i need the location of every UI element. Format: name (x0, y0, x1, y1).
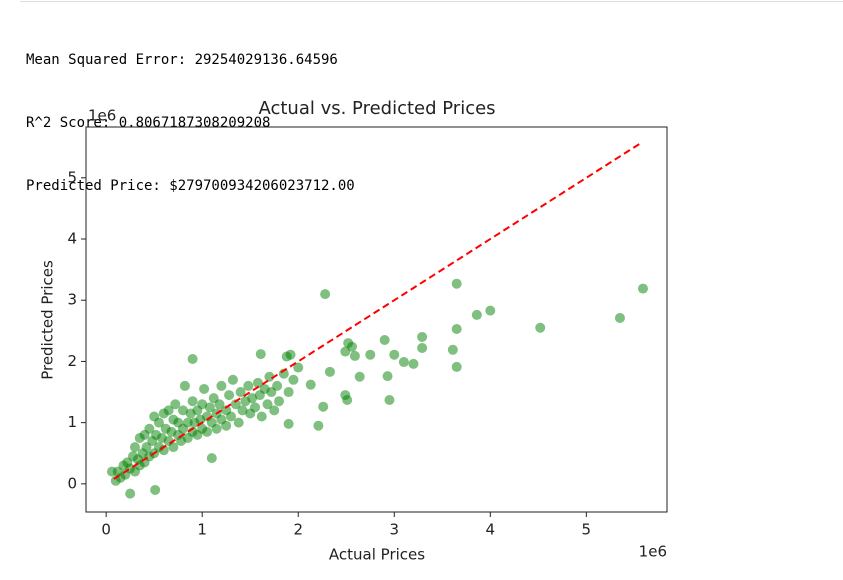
point (447, 344, 458, 355)
point (197, 399, 208, 410)
point (408, 358, 419, 369)
y-tick-label: 1 (67, 413, 77, 431)
point (535, 322, 546, 333)
point (272, 380, 283, 391)
point (179, 380, 190, 391)
point (471, 309, 482, 320)
point (224, 390, 235, 401)
point (384, 394, 395, 405)
point (226, 411, 237, 422)
point (255, 349, 266, 360)
y-tick-label: 5 (67, 168, 77, 186)
point (398, 357, 409, 368)
point (417, 342, 428, 353)
point (305, 379, 316, 390)
y-tick-label: 4 (67, 230, 77, 248)
point (214, 399, 225, 410)
chart-title: Actual vs. Predicted Prices (258, 98, 495, 119)
point (293, 362, 304, 373)
point (202, 426, 213, 437)
point (227, 374, 238, 385)
point (313, 420, 324, 431)
point (256, 411, 267, 422)
x-tick-label: 1 (197, 521, 207, 539)
cell-border (20, 1, 843, 2)
point (150, 484, 161, 495)
point (216, 380, 227, 391)
reference-line (113, 142, 642, 480)
point (614, 312, 625, 323)
point (320, 289, 331, 300)
x-tick-label: 4 (486, 521, 496, 539)
x-axis-label: Actual Prices (329, 546, 425, 564)
point (199, 383, 210, 394)
point (221, 420, 232, 431)
point (340, 346, 351, 357)
x-tick-label: 3 (389, 521, 399, 539)
point (204, 402, 215, 413)
y-tick-label: 2 (67, 352, 77, 370)
point (233, 417, 244, 428)
point (451, 278, 462, 289)
point (354, 371, 365, 382)
point (170, 399, 181, 410)
point (283, 387, 294, 398)
output-line: Predicted Price: $279700934206023712.00 (26, 178, 355, 194)
plot-frame (85, 126, 668, 513)
point (262, 399, 273, 410)
y-axis-label: Predicted Prices (39, 260, 57, 380)
point (163, 405, 174, 416)
point (235, 387, 246, 398)
point (230, 399, 241, 410)
output-line: Mean Squared Error: 29254029136.64596 (26, 52, 338, 68)
point (243, 380, 254, 391)
y-tick-label: 0 (67, 474, 77, 492)
x-tick-label: 2 (293, 521, 303, 539)
x-offset-label: 1e6 (639, 543, 667, 561)
point (417, 331, 428, 342)
point (129, 442, 140, 453)
point (318, 401, 329, 412)
point (283, 418, 294, 429)
point (389, 349, 400, 360)
point (365, 349, 376, 360)
point (485, 305, 496, 316)
point (281, 351, 292, 362)
point (144, 423, 155, 434)
x-tick-label: 5 (582, 521, 592, 539)
y-offset-label: 1e6 (88, 107, 116, 125)
point (206, 453, 217, 464)
point (451, 323, 462, 334)
point (106, 466, 117, 477)
point (125, 488, 136, 499)
point (269, 405, 280, 416)
point (187, 396, 198, 407)
point (342, 394, 353, 405)
point (382, 371, 393, 382)
point (288, 374, 299, 385)
point (637, 283, 648, 294)
point (168, 442, 179, 453)
point (379, 335, 390, 346)
point (451, 361, 462, 372)
point (153, 417, 164, 428)
point (250, 402, 261, 413)
point (247, 393, 258, 404)
point (237, 405, 248, 416)
point (177, 405, 188, 416)
y-tick-label: 3 (67, 291, 77, 309)
point (349, 350, 360, 361)
point (274, 396, 285, 407)
point (324, 366, 335, 377)
point (211, 423, 222, 434)
point (264, 371, 275, 382)
point (187, 353, 198, 364)
x-tick-label: 0 (101, 521, 111, 539)
point (252, 377, 263, 388)
